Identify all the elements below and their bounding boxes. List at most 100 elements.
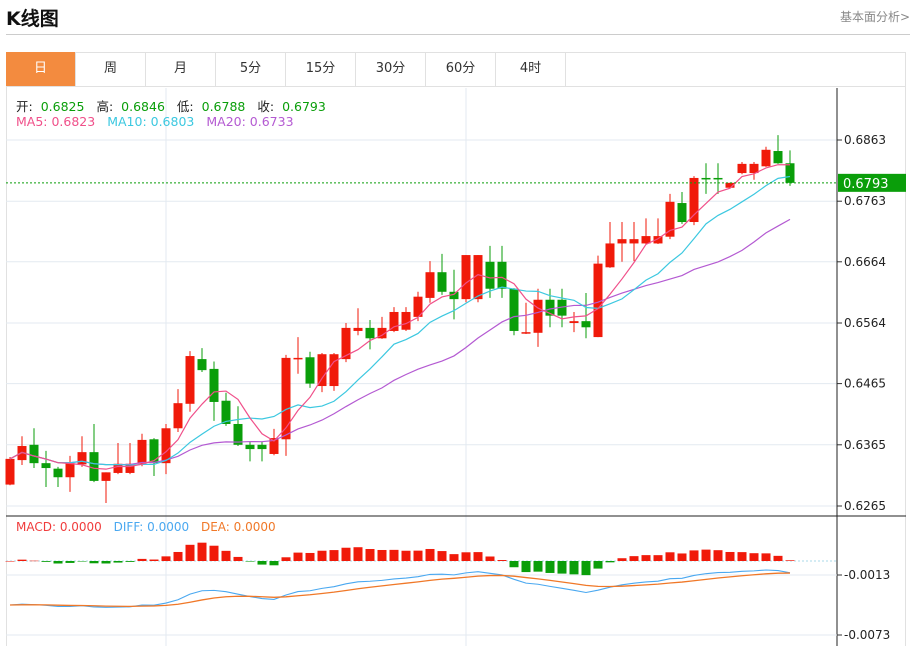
candle-up xyxy=(5,458,15,485)
candle-down xyxy=(545,299,555,316)
macd-bar xyxy=(353,547,363,561)
page-title: K线图 xyxy=(6,8,59,30)
candle-up xyxy=(521,332,531,334)
tab-day[interactable]: 日 xyxy=(6,52,76,86)
macd-bar xyxy=(557,561,567,574)
current-price-label: 0.6793 xyxy=(843,177,889,192)
tab-5min[interactable]: 5分 xyxy=(216,52,286,86)
candle-up xyxy=(569,321,579,323)
candle-up xyxy=(293,357,303,360)
divider xyxy=(6,34,910,35)
candle-up xyxy=(605,243,615,268)
macd-bar xyxy=(245,561,255,562)
macd-bar xyxy=(509,561,519,568)
candle-up xyxy=(377,327,387,339)
candle-up xyxy=(413,296,423,317)
price-tick-label: 0.6763 xyxy=(844,194,886,208)
candle-down xyxy=(305,357,315,384)
candle-up xyxy=(617,239,627,244)
tab-week[interactable]: 周 xyxy=(76,52,146,86)
candle-down xyxy=(365,327,375,339)
macd-bar xyxy=(17,559,27,561)
ma5-value: MA5: 0.6823 xyxy=(16,114,96,129)
macd-bar xyxy=(473,552,483,561)
tab-15min[interactable]: 15分 xyxy=(286,52,356,86)
tab-4hour[interactable]: 4时 xyxy=(496,52,566,86)
dea-value: DEA: 0.0000 xyxy=(200,520,276,534)
candle-up xyxy=(113,463,123,473)
candle-up xyxy=(269,438,279,454)
macd-bar xyxy=(209,545,219,561)
tab-month[interactable]: 月 xyxy=(146,52,216,86)
candle-up xyxy=(317,354,327,387)
macd-bar xyxy=(629,556,639,561)
candle-up xyxy=(161,428,171,464)
price-tick-label: 0.6465 xyxy=(844,377,886,391)
macd-bar xyxy=(41,561,51,562)
macd-bar xyxy=(569,561,579,575)
macd-bar xyxy=(725,551,735,561)
low-value: 0.6788 xyxy=(201,99,246,114)
candle-up xyxy=(461,255,471,300)
ohlc-info: 开: 0.6825 高: 0.6846 低: 0.6788 收: 0.6793 xyxy=(16,96,334,115)
ma20-value: MA20: 0.6733 xyxy=(206,114,294,129)
tab-30min[interactable]: 30分 xyxy=(356,52,426,86)
candle-up xyxy=(533,299,543,333)
macd-bar xyxy=(329,550,339,561)
macd-bar xyxy=(317,550,327,561)
candle-down xyxy=(257,444,267,450)
candle-down xyxy=(449,291,459,300)
macd-bar xyxy=(593,561,603,569)
macd-bar xyxy=(125,561,135,562)
dea-line xyxy=(9,572,791,608)
macd-bar xyxy=(113,561,123,563)
candle-down xyxy=(485,261,495,289)
macd-tick-label: -0.0013 xyxy=(844,568,890,582)
macd-bar xyxy=(437,551,447,561)
macd-bar xyxy=(257,561,267,565)
macd-bar xyxy=(269,561,279,566)
macd-bar xyxy=(461,552,471,561)
macd-bar xyxy=(65,561,75,563)
candle-down xyxy=(29,444,39,464)
macd-value: MACD: 0.0000 xyxy=(16,520,102,534)
macd-bar xyxy=(197,542,207,561)
candle-down xyxy=(41,463,51,469)
candle-up xyxy=(593,263,603,338)
close-label: 收: xyxy=(257,99,275,114)
macd-bar xyxy=(521,561,531,573)
candle-down xyxy=(197,359,207,371)
price-tick-label: 0.6564 xyxy=(844,316,886,330)
candle-down xyxy=(557,299,567,316)
candle-up xyxy=(125,463,135,473)
current-price-tag xyxy=(838,173,906,192)
macd-bar xyxy=(341,547,351,561)
macd-bar xyxy=(785,560,795,561)
macd-bar xyxy=(749,553,759,561)
macd-bar xyxy=(485,556,495,561)
candle-up xyxy=(389,311,399,331)
fundamental-analysis-link[interactable]: 基本面分析> xyxy=(839,10,910,24)
macd-bar xyxy=(365,549,375,561)
macd-bar xyxy=(701,549,711,561)
open-value: 0.6825 xyxy=(40,99,85,114)
candle-up xyxy=(665,201,675,237)
candle-up xyxy=(281,357,291,440)
candle-up xyxy=(77,452,87,465)
low-label: 低: xyxy=(176,99,194,114)
close-value: 0.6793 xyxy=(282,99,326,114)
candle-up xyxy=(173,403,183,429)
candle-up xyxy=(353,327,363,331)
macd-bar xyxy=(53,561,63,564)
macd-bar xyxy=(149,559,159,561)
macd-bar xyxy=(89,561,99,564)
tab-60min[interactable]: 60分 xyxy=(426,52,496,86)
candle-up xyxy=(653,236,663,244)
candle-up xyxy=(737,163,747,174)
macd-bar xyxy=(533,561,543,572)
macd-bar xyxy=(425,548,435,561)
macd-bar xyxy=(689,550,699,561)
candle-up xyxy=(629,239,639,244)
candle-down xyxy=(89,452,99,481)
